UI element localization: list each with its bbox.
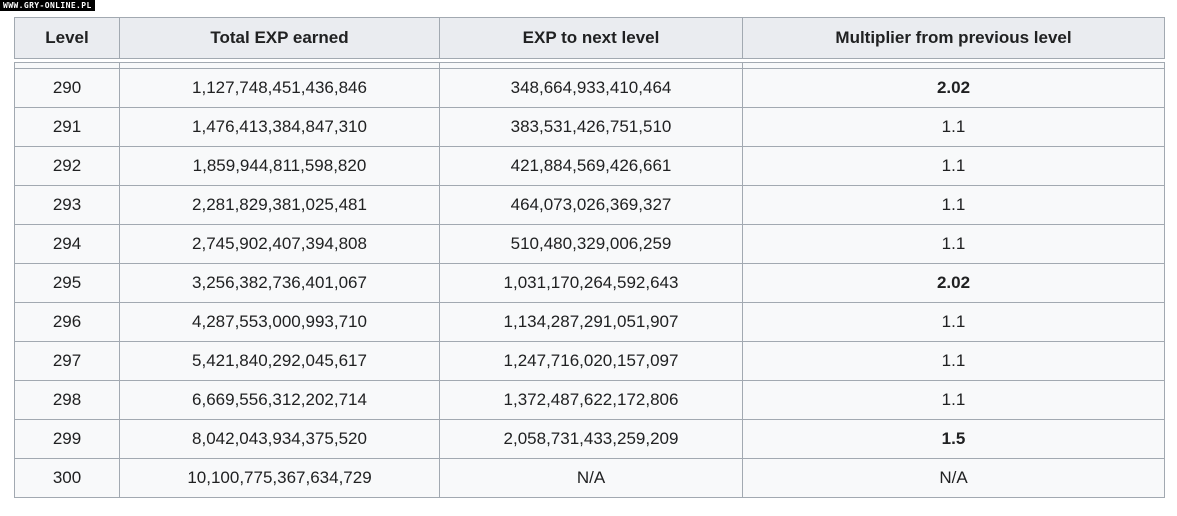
table-row: 297 5,421,840,292,045,617 1,247,716,020,15… bbox=[14, 341, 1165, 381]
cell-multiplier: 1.1 bbox=[742, 224, 1165, 264]
cell-total-exp: 5,421,840,292,045,617 bbox=[119, 341, 440, 381]
cell-multiplier: 2.02 bbox=[742, 68, 1165, 108]
cell-total-exp: 2,281,829,381,025,481 bbox=[119, 185, 440, 225]
exp-table-body-table: 290 1,127,748,451,436,846 348,664,933,410,… bbox=[14, 62, 1165, 498]
table-row: 300 10,100,775,367,634,729 N/A N/A bbox=[14, 458, 1165, 498]
table-row: 295 3,256,382,736,401,067 1,031,170,264,59… bbox=[14, 263, 1165, 303]
cell-level: 293 bbox=[14, 185, 120, 225]
cell-exp-to-next: 348,664,933,410,464 bbox=[439, 68, 743, 108]
cell-exp-to-next: 1,134,287,291,051,907 bbox=[439, 302, 743, 342]
cell-exp-to-next: 2,058,731,433,259,209 bbox=[439, 419, 743, 459]
cell-level: 291 bbox=[14, 107, 120, 147]
site-watermark: WWW.GRY-ONLINE.PL bbox=[0, 0, 95, 11]
cell-exp-to-next: 383,531,426,751,510 bbox=[439, 107, 743, 147]
cell-total-exp: 2,745,902,407,394,808 bbox=[119, 224, 440, 264]
cell-level: 294 bbox=[14, 224, 120, 264]
table-row: 298 6,669,556,312,202,714 1,372,487,622,17… bbox=[14, 380, 1165, 420]
cell-multiplier: 1.5 bbox=[742, 419, 1165, 459]
cell-multiplier: 1.1 bbox=[742, 380, 1165, 420]
table-row: 299 8,042,043,934,375,520 2,058,731,433,25… bbox=[14, 419, 1165, 459]
cell-level: 300 bbox=[14, 458, 120, 498]
cell-total-exp: 10,100,775,367,634,729 bbox=[119, 458, 440, 498]
cell-exp-to-next: 464,073,026,369,327 bbox=[439, 185, 743, 225]
cell-level: 298 bbox=[14, 380, 120, 420]
cell-total-exp: 1,476,413,384,847,310 bbox=[119, 107, 440, 147]
table-row: 296 4,287,553,000,993,710 1,134,287,291,05… bbox=[14, 302, 1165, 342]
column-header-exp-next: EXP to next level bbox=[439, 17, 743, 59]
column-header-total-exp: Total EXP earned bbox=[119, 17, 440, 59]
cell-multiplier: 2.02 bbox=[742, 263, 1165, 303]
cell-total-exp: 1,127,748,451,436,846 bbox=[119, 68, 440, 108]
table-row: 291 1,476,413,384,847,310 383,531,426,751,… bbox=[14, 107, 1165, 147]
table-row: 294 2,745,902,407,394,808 510,480,329,006,… bbox=[14, 224, 1165, 264]
exp-table-header: Level Total EXP earned EXP to next level… bbox=[14, 17, 1165, 59]
cell-exp-to-next: N/A bbox=[439, 458, 743, 498]
cell-total-exp: 6,669,556,312,202,714 bbox=[119, 380, 440, 420]
cell-exp-to-next: 510,480,329,006,259 bbox=[439, 224, 743, 264]
column-header-multiplier: Multiplier from previous level bbox=[742, 17, 1165, 59]
header-row: Level Total EXP earned EXP to next level… bbox=[14, 17, 1165, 59]
cell-total-exp: 4,287,553,000,993,710 bbox=[119, 302, 440, 342]
cell-multiplier: N/A bbox=[742, 458, 1165, 498]
cell-multiplier: 1.1 bbox=[742, 341, 1165, 381]
exp-table: Level Total EXP earned EXP to next level… bbox=[14, 17, 1165, 498]
table-body: 290 1,127,748,451,436,846 348,664,933,410,… bbox=[14, 62, 1165, 498]
cell-exp-to-next: 1,031,170,264,592,643 bbox=[439, 263, 743, 303]
column-header-level: Level bbox=[14, 17, 120, 59]
table-row: 290 1,127,748,451,436,846 348,664,933,410,… bbox=[14, 68, 1165, 108]
cell-multiplier: 1.1 bbox=[742, 107, 1165, 147]
cell-level: 296 bbox=[14, 302, 120, 342]
cell-multiplier: 1.1 bbox=[742, 146, 1165, 186]
cell-total-exp: 8,042,043,934,375,520 bbox=[119, 419, 440, 459]
cell-level: 297 bbox=[14, 341, 120, 381]
table-row: 293 2,281,829,381,025,481 464,073,026,369,… bbox=[14, 185, 1165, 225]
cell-total-exp: 3,256,382,736,401,067 bbox=[119, 263, 440, 303]
cell-level: 292 bbox=[14, 146, 120, 186]
cell-level: 290 bbox=[14, 68, 120, 108]
cell-level: 299 bbox=[14, 419, 120, 459]
cell-total-exp: 1,859,944,811,598,820 bbox=[119, 146, 440, 186]
cell-multiplier: 1.1 bbox=[742, 185, 1165, 225]
cell-multiplier: 1.1 bbox=[742, 302, 1165, 342]
cell-exp-to-next: 1,247,716,020,157,097 bbox=[439, 341, 743, 381]
cell-exp-to-next: 1,372,487,622,172,806 bbox=[439, 380, 743, 420]
table-row: 292 1,859,944,811,598,820 421,884,569,426,… bbox=[14, 146, 1165, 186]
cell-exp-to-next: 421,884,569,426,661 bbox=[439, 146, 743, 186]
cell-level: 295 bbox=[14, 263, 120, 303]
